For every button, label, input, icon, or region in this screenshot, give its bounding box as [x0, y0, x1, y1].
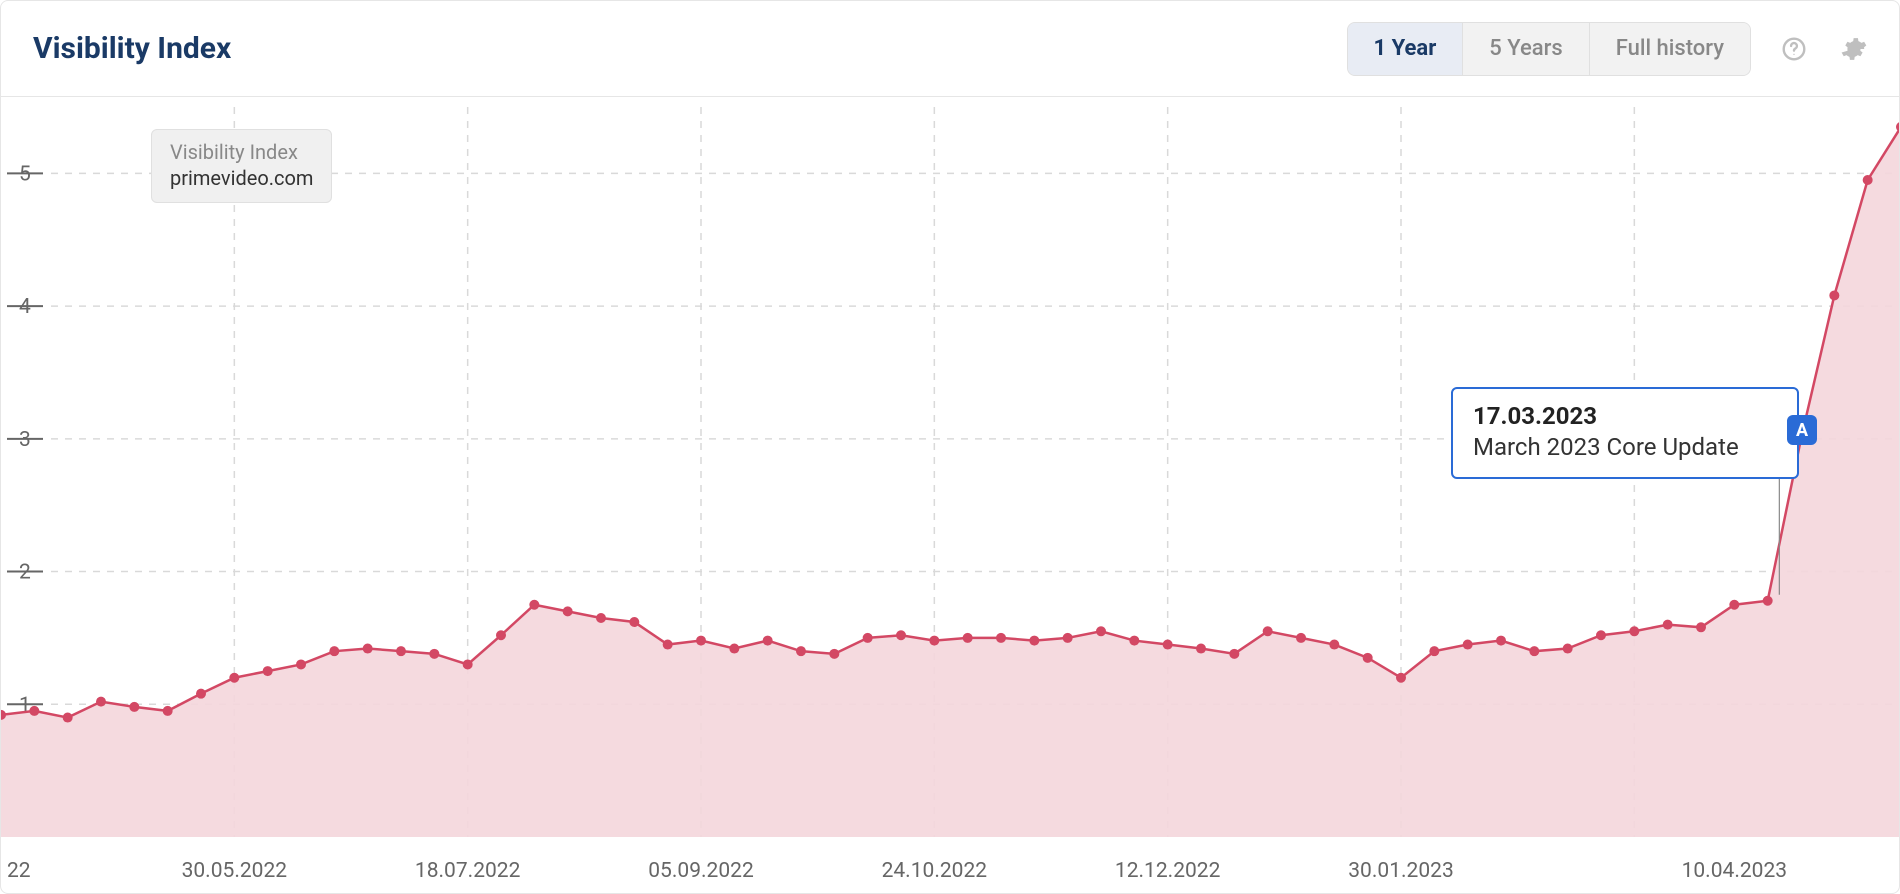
gear-icon[interactable]: [1837, 32, 1871, 66]
help-icon[interactable]: [1777, 32, 1811, 66]
svg-text:18.07.2022: 18.07.2022: [415, 859, 521, 883]
visibility-chart[interactable]: 123452230.05.202218.07.202205.09.202224.…: [1, 97, 1900, 894]
svg-text:2: 2: [19, 561, 31, 585]
svg-text:30.01.2023: 30.01.2023: [1348, 859, 1454, 883]
svg-text:22: 22: [7, 859, 31, 883]
svg-text:12.12.2022: 12.12.2022: [1115, 859, 1221, 883]
annotation-date: 17.03.2023: [1473, 401, 1777, 432]
annotation-text: March 2023 Core Update: [1473, 432, 1777, 463]
annotation-box[interactable]: 17.03.2023 March 2023 Core Update: [1451, 387, 1799, 479]
svg-text:30.05.2022: 30.05.2022: [182, 859, 288, 883]
time-range-group: 1 Year 5 Years Full history: [1347, 22, 1751, 76]
visibility-card: Visibility Index 1 Year 5 Years Full his…: [0, 0, 1900, 894]
annotation-marker[interactable]: A: [1787, 415, 1817, 445]
chart-area: 123452230.05.202218.07.202205.09.202224.…: [1, 97, 1899, 893]
svg-text:24.10.2022: 24.10.2022: [882, 859, 988, 883]
range-5years[interactable]: 5 Years: [1463, 23, 1589, 75]
range-full-history[interactable]: Full history: [1590, 23, 1750, 75]
legend-title: Visibility Index: [170, 140, 313, 164]
card-title: Visibility Index: [33, 31, 231, 66]
card-header: Visibility Index 1 Year 5 Years Full his…: [1, 1, 1899, 97]
legend-box: Visibility Index primevideo.com: [151, 129, 332, 203]
svg-text:10.04.2023: 10.04.2023: [1682, 859, 1788, 883]
legend-domain: primevideo.com: [170, 166, 313, 190]
range-1year[interactable]: 1 Year: [1348, 23, 1464, 75]
svg-text:3: 3: [19, 428, 31, 452]
svg-text:5: 5: [19, 162, 31, 186]
svg-text:05.09.2022: 05.09.2022: [648, 859, 754, 883]
svg-text:4: 4: [19, 295, 31, 319]
